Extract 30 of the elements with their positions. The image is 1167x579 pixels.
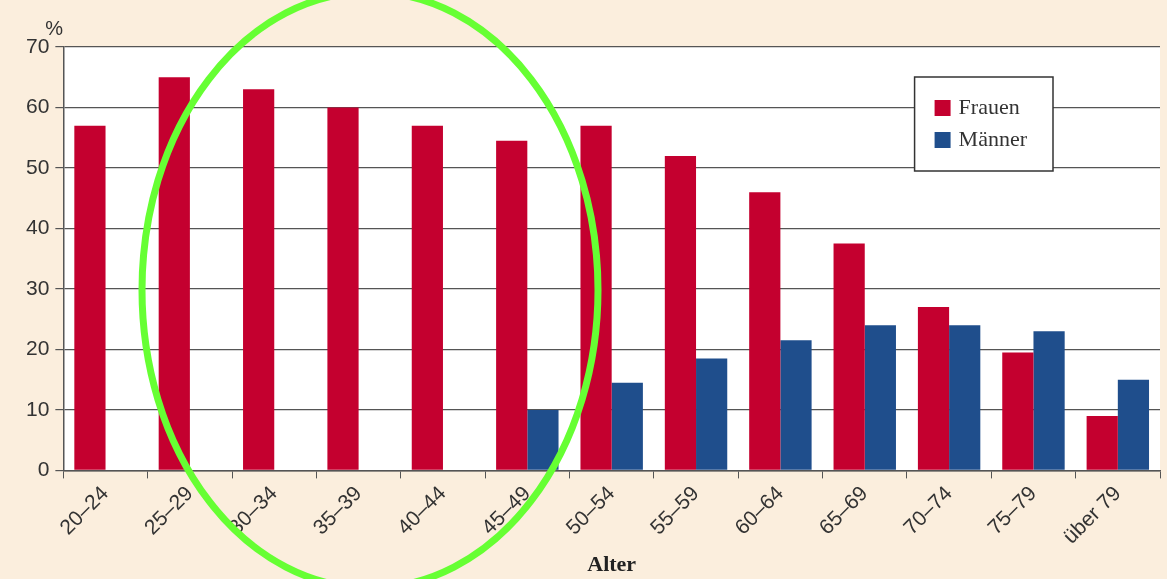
x-axis-title: Alter <box>587 551 637 577</box>
y-tick-label: 50 <box>26 154 50 178</box>
legend-label: Frauen <box>958 93 1020 119</box>
y-tick-label: 40 <box>26 215 50 239</box>
bar <box>411 125 443 470</box>
bar <box>243 89 275 470</box>
y-tick-label: 30 <box>26 275 50 299</box>
bar <box>917 307 950 470</box>
bar <box>158 77 190 470</box>
y-tick-label: 20 <box>26 336 50 360</box>
legend-label: Männer <box>958 125 1028 151</box>
bar <box>949 325 981 470</box>
y-tick-label: 60 <box>26 94 50 118</box>
bar <box>496 140 528 470</box>
bar <box>327 107 359 470</box>
bar <box>664 155 697 470</box>
bar <box>1117 379 1150 470</box>
y-tick-label: 10 <box>26 396 50 420</box>
bar <box>696 358 728 470</box>
bar <box>527 409 559 470</box>
bar <box>74 125 106 470</box>
bar <box>749 192 781 470</box>
bar <box>864 325 896 470</box>
bar <box>1002 352 1034 470</box>
bar <box>780 340 812 470</box>
bar <box>1086 415 1118 470</box>
bar <box>1033 331 1065 470</box>
bar <box>611 382 643 470</box>
bar <box>833 243 865 470</box>
y-tick-label: 0 <box>37 457 50 481</box>
